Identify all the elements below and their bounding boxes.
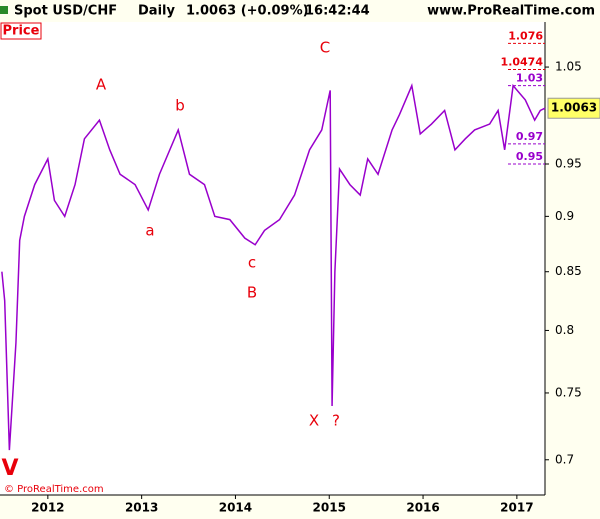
current-price-box: [547, 97, 600, 119]
wave-label: C: [320, 39, 330, 57]
time: 16:42:44: [305, 4, 370, 19]
y-tick-label: 0.7: [555, 452, 574, 466]
y-tick-label: 0.95: [555, 156, 582, 170]
wave-label: a: [145, 222, 154, 240]
wave-label: B: [247, 284, 257, 302]
header-icon: [0, 6, 8, 14]
header-bar: [0, 0, 600, 22]
y-tick-label: 0.9: [555, 209, 574, 223]
x-tick-label: 2012: [31, 501, 64, 515]
x-tick-label: 2016: [406, 501, 439, 515]
copyright: © ProRealTime.com: [4, 484, 104, 495]
wave-label: ?: [332, 412, 340, 430]
x-axis-band: [0, 495, 545, 519]
level-label: 0.97: [516, 130, 543, 143]
x-tick-label: 2013: [125, 501, 158, 515]
wave-label: A: [96, 76, 107, 94]
level-label: 1.0474: [501, 55, 544, 68]
y-tick-label: 0.75: [555, 385, 582, 399]
wave-label: V: [1, 456, 18, 481]
wave-label: X: [309, 412, 319, 430]
level-label: 1.076: [508, 29, 543, 42]
series-label: Price: [3, 24, 40, 39]
level-label: 1.03: [516, 72, 543, 85]
quote: 1.0063 (+0.09%): [186, 4, 309, 19]
y-tick-label: 0.8: [555, 323, 574, 337]
current-price-label: 1.0063: [551, 101, 597, 115]
x-tick-label: 2017: [500, 501, 533, 515]
x-tick-label: 2014: [219, 501, 252, 515]
period: Daily: [138, 4, 175, 19]
symbol: Spot USD/CHF: [14, 4, 117, 19]
x-tick-label: 2015: [313, 501, 346, 515]
wave-label: b: [175, 97, 185, 115]
y-tick-label: 1.05: [555, 60, 582, 74]
level-label: 0.95: [516, 150, 543, 163]
y-tick-label: 0.85: [555, 264, 582, 278]
source: www.ProRealTime.com: [427, 4, 595, 19]
price-line: [1, 83, 546, 451]
wave-label: c: [248, 254, 256, 272]
series-label-box: [0, 22, 42, 40]
